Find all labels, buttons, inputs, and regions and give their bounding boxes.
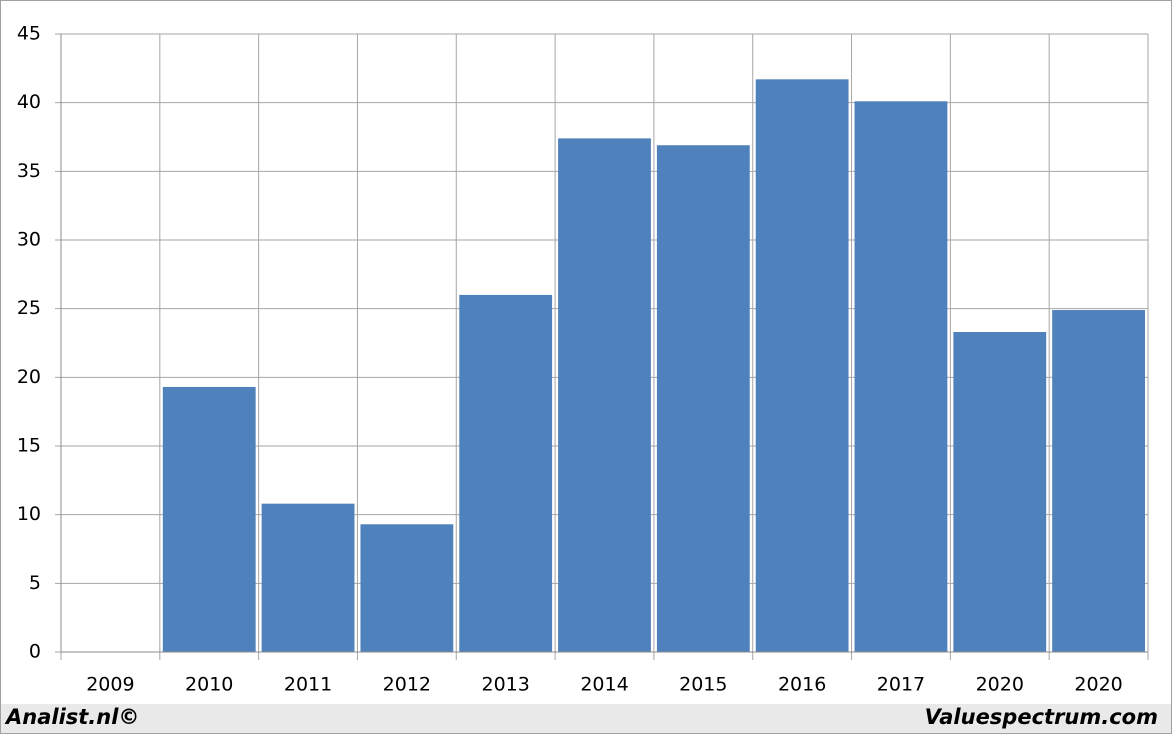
bar	[953, 332, 1047, 652]
bar	[854, 101, 948, 652]
y-tick-label: 40	[17, 91, 41, 113]
y-tick-label: 35	[17, 160, 41, 182]
x-tick-label: 2017	[877, 674, 925, 696]
x-tick-label: 2015	[679, 674, 727, 696]
x-tick-label: 2009	[86, 674, 134, 696]
bar	[162, 386, 256, 652]
y-tick-label: 25	[17, 297, 41, 319]
y-tick-label: 15	[17, 435, 41, 457]
y-tick-label: 45	[17, 23, 41, 45]
x-tick-label: 2020	[1074, 674, 1122, 696]
y-tick-label: 10	[17, 503, 41, 525]
y-tick-label: 5	[29, 572, 41, 594]
x-tick-label: 2012	[383, 674, 431, 696]
bar	[459, 294, 553, 652]
y-tick-label: 30	[17, 229, 41, 251]
x-tick-label: 2016	[778, 674, 826, 696]
bar	[1052, 310, 1145, 652]
bar	[261, 503, 355, 652]
x-tick-label: 2014	[580, 674, 628, 696]
footer-bar	[1, 704, 1171, 733]
bar	[558, 138, 651, 652]
bar	[656, 145, 750, 653]
x-tick-label: 2013	[482, 674, 530, 696]
x-tick-label: 2020	[976, 674, 1024, 696]
x-tick-label: 2010	[185, 674, 233, 696]
y-tick-label: 0	[29, 641, 41, 663]
bar	[755, 79, 849, 652]
bar	[360, 524, 454, 652]
footer-right: Valuespectrum.com	[925, 705, 1158, 729]
y-tick-label: 20	[17, 366, 41, 388]
x-tick-label: 2011	[284, 674, 332, 696]
footer-left: Analist.nl©	[4, 705, 139, 729]
